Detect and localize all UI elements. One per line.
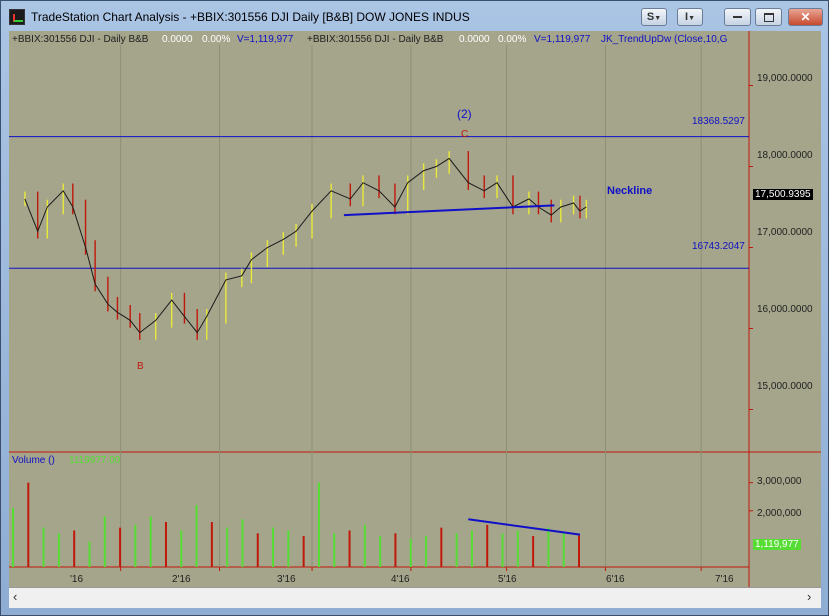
wave-label: (2)	[457, 107, 472, 121]
maximize-icon	[763, 12, 774, 22]
current-price-box: 17,500.9395	[753, 189, 813, 200]
symbol1-volume: V=1,119,977	[237, 34, 294, 45]
time-tick: 3'16	[277, 574, 296, 585]
chart-area[interactable]: +BBIX:301556 DJI - Daily B&B 0.0000 0.00…	[9, 31, 821, 608]
scroll-left-icon[interactable]: ‹	[13, 589, 18, 604]
volume-tick: 2,000,000	[757, 508, 802, 519]
scroll-right-icon[interactable]: ›	[807, 589, 812, 604]
chevron-down-icon: ▼	[688, 15, 695, 22]
time-tick: 7'16	[715, 574, 734, 585]
time-tick: 2'16	[172, 574, 191, 585]
s-menu-button[interactable]: S▼	[641, 8, 667, 26]
price-tick: 17,000.0000	[757, 227, 813, 238]
symbol2-pct: 0.00%	[498, 34, 527, 45]
chevron-down-icon: ▼	[654, 15, 662, 22]
neckline	[343, 204, 555, 217]
window-title: TradeStation Chart Analysis - +BBIX:3015…	[31, 10, 470, 24]
level-upper-label: 18368.5297	[692, 116, 745, 127]
time-tick: '16	[70, 574, 84, 585]
current-volume-box: 1,119,977	[753, 539, 801, 550]
symbol2-change: 0.0000	[459, 34, 490, 45]
volume-tick: 3,000,000	[757, 476, 802, 487]
chart-canvas[interactable]	[9, 31, 821, 608]
close-trend-line	[24, 157, 587, 334]
level-lower-label: 16743.2047	[692, 241, 745, 252]
symbol2-volume: V=1,119,977	[534, 34, 591, 45]
point-c-label: C	[461, 129, 469, 140]
symbol1-change: 0.0000	[162, 34, 193, 45]
time-tick: 6'16	[606, 574, 625, 585]
minimize-icon	[733, 16, 742, 19]
time-tick: 4'16	[391, 574, 410, 585]
s-menu-label: S	[646, 11, 655, 23]
price-tick: 15,000.0000	[757, 381, 813, 392]
point-b-label: B	[137, 361, 144, 372]
volume-value: 1119977.00	[69, 455, 121, 466]
tradestation-app-icon	[9, 9, 25, 25]
price-tick: 19,000.0000	[757, 73, 813, 84]
neckline-label: Neckline	[607, 185, 653, 197]
i-menu-label: I	[685, 11, 689, 23]
volume-title: Volume ()	[12, 455, 55, 466]
minimize-button[interactable]	[724, 8, 751, 26]
i-menu-button[interactable]: I▼	[677, 8, 703, 26]
indicator-label: JK_TrendUpDw (Close,10,G	[601, 34, 728, 45]
horizontal-scrollbar[interactable]: ‹ ›	[9, 587, 821, 608]
time-tick: 5'16	[498, 574, 517, 585]
symbol1-pct: 0.00%	[202, 34, 231, 45]
close-button[interactable]: ✕	[788, 8, 823, 26]
volume-trend-line	[468, 518, 581, 536]
close-icon: ✕	[800, 10, 811, 24]
price-tick: 16,000.0000	[757, 304, 813, 315]
symbol1-label: +BBIX:301556 DJI - Daily B&B	[12, 34, 149, 45]
symbol2-label: +BBIX:301556 DJI - Daily B&B	[307, 34, 444, 45]
title-bar[interactable]: TradeStation Chart Analysis - +BBIX:3015…	[1, 1, 828, 31]
maximize-button[interactable]	[755, 8, 782, 26]
price-tick: 18,000.0000	[757, 150, 813, 161]
